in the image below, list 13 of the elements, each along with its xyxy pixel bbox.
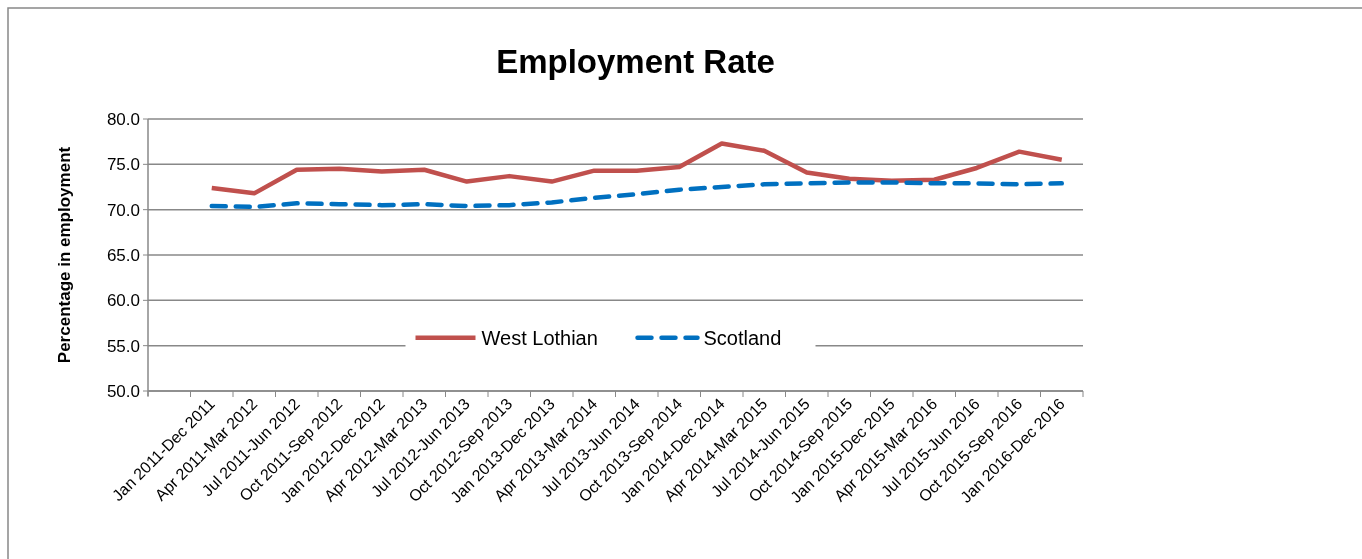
y-tick-label: 70.0 <box>106 200 140 220</box>
y-tick-label: 60.0 <box>106 291 140 311</box>
y-axis-title: Percentage in employment <box>55 146 74 364</box>
line-series <box>209 141 1064 196</box>
legend-label: Scotland <box>703 326 782 349</box>
legend-label: West Lothian <box>481 326 598 349</box>
line-series <box>209 180 1064 210</box>
chart-title: Employment Rate <box>496 43 775 80</box>
y-tick-label: 65.0 <box>106 245 140 265</box>
y-tick-label: 75.0 <box>106 155 140 175</box>
y-tick-label: 55.0 <box>106 336 140 356</box>
y-tick-label: 50.0 <box>106 381 140 401</box>
y-tick-label: 80.0 <box>106 109 140 129</box>
